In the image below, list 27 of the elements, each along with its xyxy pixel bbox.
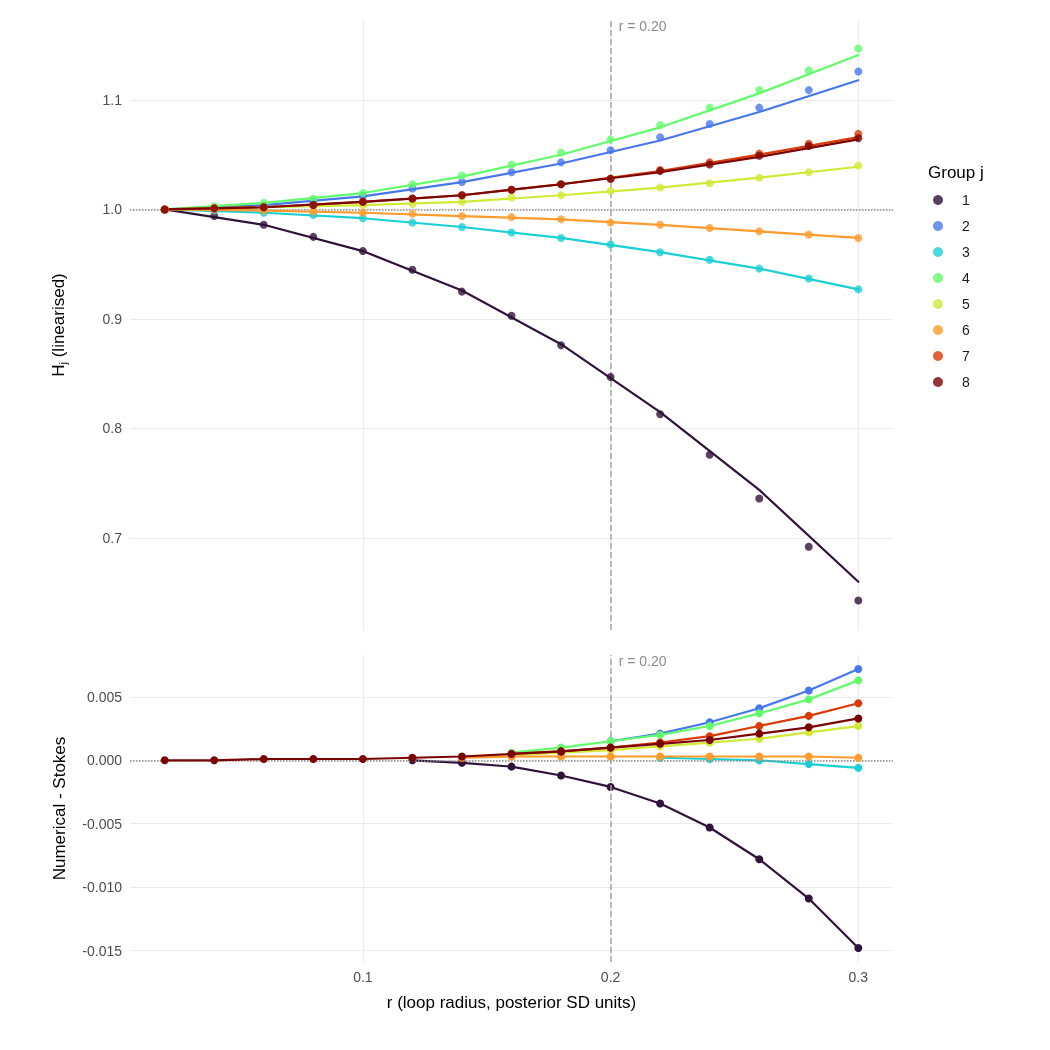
y-tick-label: 0.000 [86, 752, 123, 769]
legend-label: 7 [962, 348, 970, 364]
legend-label: 1 [962, 192, 970, 208]
ref-line-label: r = 0.20 [618, 653, 667, 669]
y-tick-label: -0.010 [82, 879, 123, 896]
legend-label: 6 [962, 322, 970, 338]
ref-line-label: r = 0.20 [618, 18, 667, 34]
y-tick-label: 0.005 [86, 688, 123, 705]
y-axis-title: Numerical - Stokes [50, 736, 69, 881]
y-tick-label: 1.1 [102, 91, 123, 108]
x-axis-title: r (loop radius, posterior SD units) [386, 993, 637, 1012]
x-tick-label: 0.3 [848, 969, 869, 985]
y-tick-label: -0.015 [82, 942, 123, 959]
x-tick-label: 0.1 [353, 969, 373, 985]
y-tick-label: 0.9 [102, 310, 123, 327]
legend-label: 4 [962, 270, 970, 286]
legend-title: Group j [928, 163, 984, 182]
legend-label: 2 [962, 218, 970, 234]
legend-label: 8 [962, 374, 970, 390]
legend-label: 3 [962, 244, 970, 260]
y-tick-label: 1.0 [102, 201, 123, 218]
y-tick-label: 0.7 [102, 530, 123, 547]
x-tick-label: 0.2 [600, 969, 621, 985]
y-axis-title: Hj (linearised) [49, 273, 69, 377]
legend-label: 5 [962, 296, 970, 312]
y-tick-label: 0.8 [102, 420, 123, 437]
y-tick-label: -0.005 [82, 815, 123, 832]
